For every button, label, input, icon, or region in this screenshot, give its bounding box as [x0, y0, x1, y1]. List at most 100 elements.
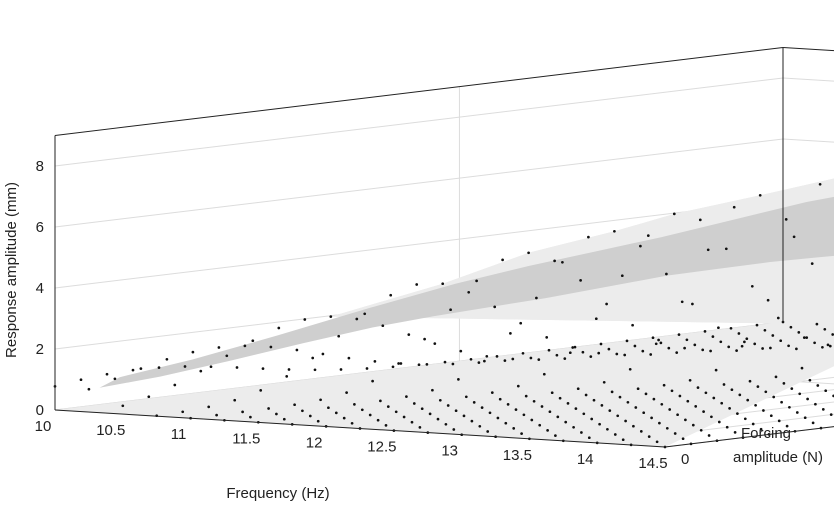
data-point	[654, 342, 658, 346]
x-tick-label: 14	[577, 451, 594, 468]
data-point	[598, 422, 601, 426]
data-point	[546, 429, 549, 432]
data-point	[574, 407, 578, 410]
data-point	[485, 354, 489, 358]
data-point	[183, 365, 187, 368]
x-tick-label: 11.5	[232, 430, 260, 447]
data-point	[285, 375, 289, 378]
data-point	[719, 340, 723, 344]
data-point	[457, 378, 460, 381]
data-point	[490, 391, 494, 394]
data-point	[606, 427, 609, 431]
x-tick-label: 14.5	[638, 455, 667, 472]
data-point	[519, 321, 523, 325]
data-point	[633, 344, 637, 348]
data-point	[745, 337, 749, 341]
x-tick-label: 12	[306, 434, 323, 451]
data-point	[688, 378, 692, 382]
data-point	[381, 324, 385, 328]
data-point	[402, 415, 406, 419]
data-point	[800, 366, 804, 370]
x-axis-label: Frequency (Hz)	[226, 485, 329, 502]
axis-edge	[664, 426, 834, 448]
data-point	[399, 362, 403, 365]
y-axis-label-line2: amplitude (N)	[733, 449, 823, 466]
data-point	[641, 349, 645, 353]
data-point	[516, 384, 520, 388]
data-point	[811, 421, 815, 425]
data-point	[659, 341, 663, 345]
data-point	[269, 345, 273, 349]
data-point	[788, 405, 791, 409]
data-point	[605, 302, 608, 306]
data-point	[766, 298, 770, 302]
data-point	[613, 229, 616, 233]
grid-line	[782, 77, 834, 82]
data-point	[667, 346, 671, 350]
data-point	[771, 334, 775, 337]
data-point	[673, 432, 677, 435]
response-curve	[629, 421, 815, 447]
response-curve	[290, 193, 814, 426]
data-point	[105, 372, 109, 376]
data-point	[821, 408, 825, 411]
data-point	[824, 389, 828, 393]
data-point	[337, 334, 341, 338]
data-point	[691, 423, 695, 427]
data-point	[743, 340, 746, 344]
data-point	[777, 419, 781, 423]
data-point	[581, 350, 585, 354]
data-point	[717, 326, 720, 330]
data-point	[545, 336, 549, 339]
data-point	[275, 412, 278, 416]
response-curve	[324, 182, 822, 428]
data-point	[496, 416, 500, 420]
data-point	[647, 435, 651, 438]
data-point	[483, 359, 486, 363]
data-point	[571, 346, 575, 349]
data-point	[391, 365, 395, 369]
data-point	[431, 388, 434, 392]
data-point	[828, 344, 832, 348]
data-point	[131, 368, 135, 372]
data-point	[389, 293, 393, 297]
data-points	[53, 182, 834, 449]
data-point	[636, 387, 640, 391]
data-point	[384, 424, 388, 427]
data-point	[452, 428, 456, 431]
axes-box	[54, 47, 834, 448]
data-point	[579, 279, 582, 282]
data-point	[691, 302, 694, 306]
data-point	[475, 279, 478, 283]
data-point	[353, 403, 356, 406]
data-point	[646, 234, 650, 237]
data-point	[649, 353, 653, 356]
data-point	[651, 336, 655, 340]
data-point	[625, 339, 629, 343]
data-point	[554, 434, 557, 437]
data-point	[660, 402, 664, 406]
data-point	[750, 284, 754, 288]
response-curve	[561, 408, 825, 443]
grid-line	[782, 138, 834, 143]
data-point	[538, 423, 542, 427]
response-curve	[189, 251, 816, 420]
data-point	[509, 332, 512, 335]
axis-edge	[54, 409, 666, 448]
data-point	[418, 426, 422, 429]
data-point	[624, 419, 627, 423]
response-curve	[358, 343, 830, 430]
data-point	[342, 416, 346, 420]
data-point	[608, 409, 612, 412]
data-point	[449, 308, 452, 312]
data-point	[215, 413, 218, 417]
data-point	[464, 395, 468, 399]
data-point	[316, 419, 320, 423]
data-point	[550, 391, 554, 395]
data-point	[694, 405, 698, 408]
data-point	[563, 357, 567, 360]
data-point	[607, 347, 611, 351]
data-point	[784, 218, 788, 221]
